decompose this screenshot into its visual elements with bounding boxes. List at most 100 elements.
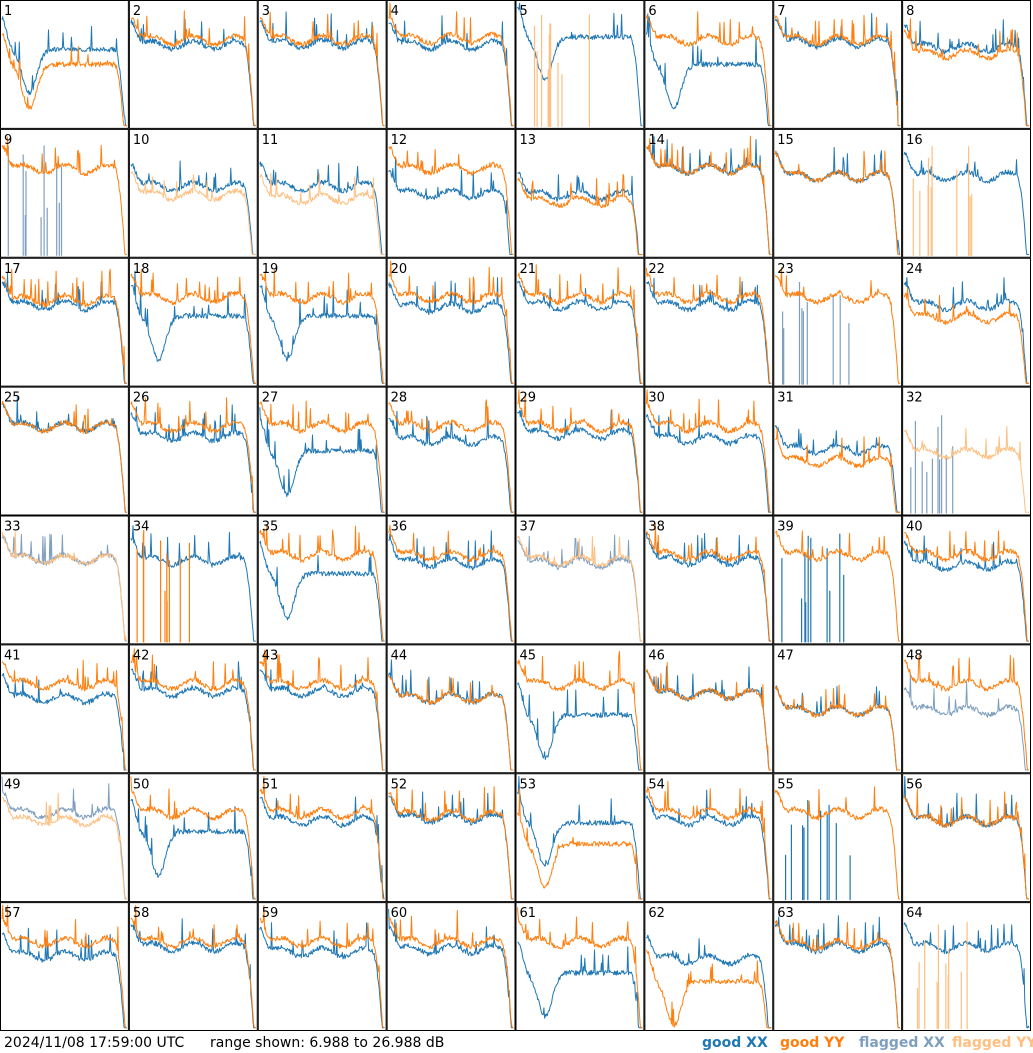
series-yy-spikes: [912, 146, 973, 256]
panel-label: 38: [648, 520, 665, 535]
series-yy: [517, 650, 643, 771]
footer: 2024/11/08 17:59:00 UTC range shown: 6.9…: [0, 1033, 1033, 1053]
series-xx-spikes: [7, 145, 63, 256]
panel-frame: [773, 515, 903, 645]
panel-62: 62: [644, 902, 774, 1031]
panel-7: 7: [773, 0, 903, 129]
panel-frame: [257, 773, 387, 903]
panel-8: 8: [902, 0, 1031, 129]
series-yy: [1, 531, 127, 642]
series-yy: [259, 269, 385, 384]
panel-label: 33: [4, 520, 21, 535]
panel-frame: [0, 644, 129, 774]
range-label: range shown: 6.988 to 26.988 dB: [210, 1035, 445, 1051]
series-yy: [645, 267, 772, 384]
panel-30: 30: [644, 386, 774, 516]
panel-frame: [644, 128, 774, 258]
series-xx: [1, 927, 127, 1029]
panel-24: 24: [902, 257, 1031, 387]
series-xx: [645, 789, 772, 900]
series-xx: [259, 11, 385, 127]
series-xx: [645, 532, 772, 642]
panel-frame: [128, 515, 258, 645]
panel-label: 41: [4, 648, 21, 663]
series-yy: [259, 904, 385, 1029]
series-yy: [388, 675, 514, 771]
panel-17: 17: [0, 257, 129, 387]
panel-label: 6: [648, 4, 656, 19]
panel-label: 60: [391, 906, 408, 921]
series-xx: [130, 661, 256, 771]
panel-frame: [515, 0, 645, 129]
panel-label: 56: [906, 777, 923, 792]
series-yy: [130, 776, 256, 900]
panel-label: 15: [777, 133, 794, 148]
panel-frame: [515, 515, 645, 645]
series-yy: [130, 10, 256, 127]
panel-36: 36: [386, 515, 516, 645]
panel-frame: [773, 773, 903, 903]
series-yy: [517, 535, 643, 642]
panel-21: 21: [515, 257, 645, 387]
panel-50: 50: [128, 773, 258, 903]
panel-frame: [257, 257, 387, 387]
panel-label: 7: [777, 4, 785, 19]
panel-label: 58: [133, 906, 150, 921]
panel-35: 35: [257, 515, 387, 645]
panel-label: 42: [133, 648, 150, 663]
panel-frame: [128, 644, 258, 774]
panel-label: 5: [520, 4, 528, 19]
series-yy-spikes: [136, 530, 190, 643]
series-xx: [645, 13, 772, 127]
panel-52: 52: [386, 773, 516, 903]
series-yy: [903, 426, 1029, 513]
series-xx: [388, 15, 514, 127]
panel-11: 11: [257, 128, 387, 258]
panel-label: 26: [133, 391, 150, 406]
series-xx-spikes: [781, 533, 845, 643]
panel-label: 29: [520, 391, 537, 406]
panel-15: 15: [773, 128, 903, 258]
series-yy: [130, 171, 256, 255]
panel-57: 57: [0, 902, 129, 1031]
panel-label: 54: [648, 777, 665, 792]
panel-48: 48: [902, 644, 1031, 774]
panel-46: 46: [644, 644, 774, 774]
panel-label: 47: [777, 648, 794, 663]
panel-frame: [515, 773, 645, 903]
series-yy: [259, 11, 385, 127]
panel-3: 3: [257, 0, 387, 129]
series-yy: [388, 399, 514, 513]
panel-frame: [773, 257, 903, 387]
series-yy: [774, 150, 901, 255]
series-xx: [774, 915, 901, 1029]
panel-47: 47: [773, 644, 903, 774]
panel-label: 14: [648, 133, 665, 148]
panel-frame: [386, 386, 516, 516]
series-yy: [259, 776, 385, 900]
series-xx: [1, 673, 127, 771]
panel-label: 21: [520, 262, 537, 277]
panel-label: 22: [648, 262, 665, 277]
series-yy: [388, 260, 514, 384]
series-xx: [517, 682, 643, 771]
panel-64: 64: [902, 902, 1031, 1031]
panel-frame: [128, 902, 258, 1031]
panel-18: 18: [128, 257, 258, 387]
panel-label: 45: [520, 648, 537, 663]
panel-frame: [386, 0, 516, 129]
series-yy: [517, 907, 643, 1029]
series-xx-spikes: [782, 282, 850, 385]
panel-label: 17: [4, 262, 21, 277]
panel-2: 2: [128, 0, 258, 129]
panel-40: 40: [902, 515, 1031, 645]
series-yy: [1, 400, 127, 513]
panel-label: 40: [906, 520, 923, 535]
series-yy: [1, 136, 127, 255]
series-yy: [130, 648, 256, 771]
panel-frame: [902, 386, 1031, 516]
series-xx: [388, 908, 514, 1029]
panel-42: 42: [128, 644, 258, 774]
series-yy: [1, 904, 127, 1029]
series-xx: [259, 661, 385, 771]
